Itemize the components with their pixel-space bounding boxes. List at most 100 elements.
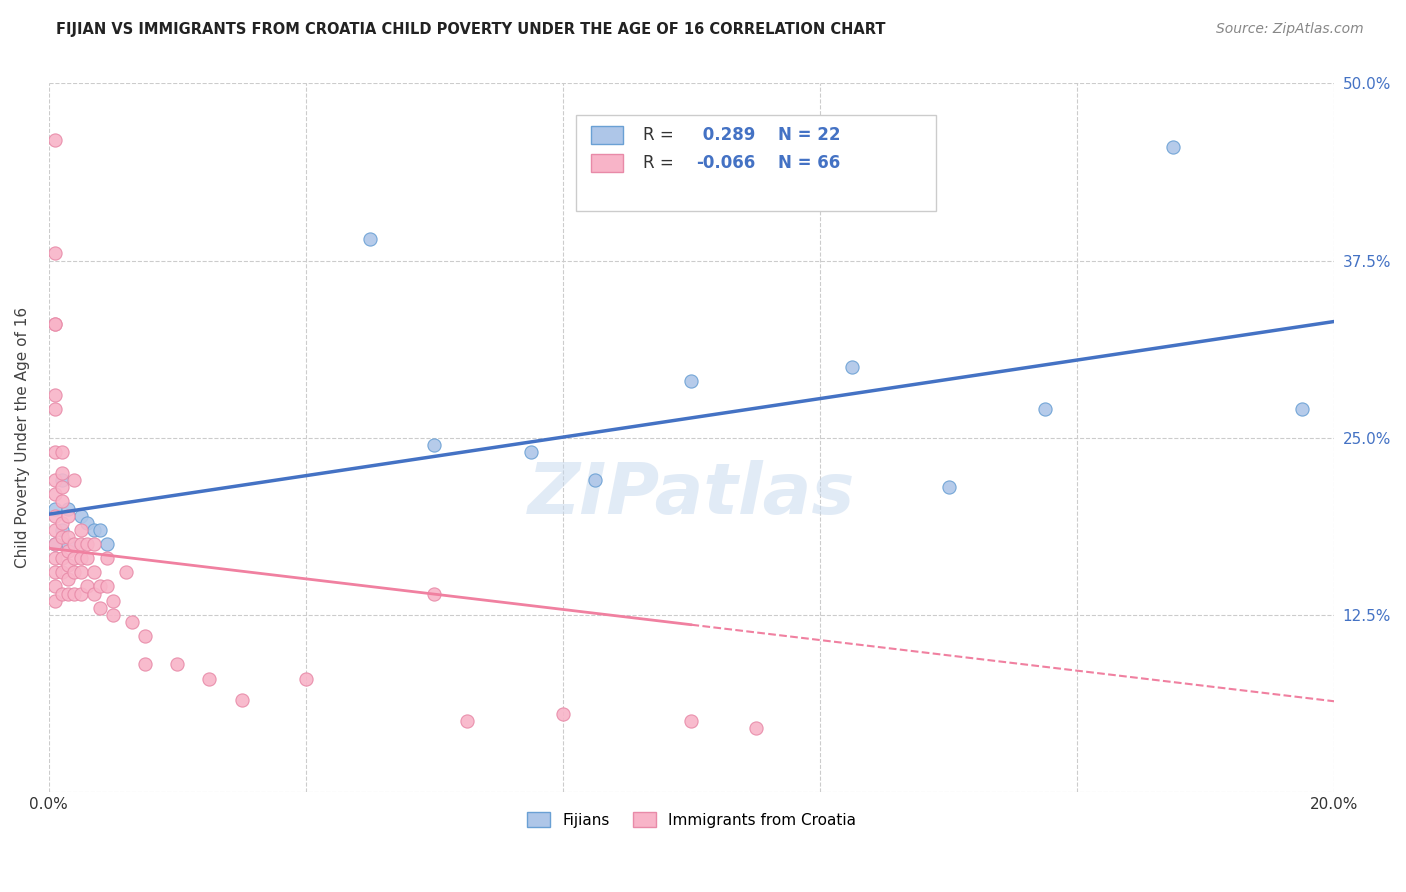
- Text: ZIPatlas: ZIPatlas: [527, 460, 855, 529]
- Point: [101, 607, 124, 622]
- Legend: Fijians, Immigrants from Croatia: Fijians, Immigrants from Croatia: [522, 805, 862, 834]
- Point: [89, 579, 111, 593]
- Point: [63, 551, 86, 566]
- Point: [198, 672, 221, 686]
- Point: [1033, 402, 1056, 417]
- Text: N = 66: N = 66: [778, 154, 839, 172]
- Point: [51, 586, 73, 600]
- Point: [56, 544, 79, 558]
- Point: [51, 466, 73, 480]
- Point: [841, 359, 863, 374]
- Point: [938, 480, 960, 494]
- Point: [44, 388, 66, 402]
- Point: [456, 714, 478, 728]
- Text: FIJIAN VS IMMIGRANTS FROM CROATIA CHILD POVERTY UNDER THE AGE OF 16 CORRELATION : FIJIAN VS IMMIGRANTS FROM CROATIA CHILD …: [56, 22, 886, 37]
- Point: [44, 133, 66, 147]
- Point: [51, 516, 73, 530]
- Point: [89, 600, 111, 615]
- Point: [56, 508, 79, 523]
- Point: [76, 551, 98, 566]
- Point: [63, 473, 86, 487]
- Point: [44, 537, 66, 551]
- Text: R =: R =: [643, 154, 679, 172]
- Text: R =: R =: [643, 126, 679, 144]
- Point: [101, 593, 124, 607]
- Point: [551, 706, 574, 721]
- Point: [51, 530, 73, 544]
- Point: [1291, 402, 1313, 417]
- Point: [70, 523, 93, 537]
- Point: [76, 537, 98, 551]
- Point: [83, 586, 105, 600]
- Point: [44, 473, 66, 487]
- Point: [681, 714, 703, 728]
- Point: [51, 473, 73, 487]
- Point: [44, 508, 66, 523]
- Point: [51, 566, 73, 580]
- Point: [76, 516, 98, 530]
- Point: [134, 657, 156, 672]
- Point: [44, 579, 66, 593]
- Text: Source: ZipAtlas.com: Source: ZipAtlas.com: [1216, 22, 1364, 37]
- Point: [63, 566, 86, 580]
- Bar: [591, 154, 623, 172]
- Point: [96, 537, 118, 551]
- Point: [56, 586, 79, 600]
- Point: [96, 551, 118, 566]
- Y-axis label: Child Poverty Under the Age of 16: Child Poverty Under the Age of 16: [15, 307, 30, 568]
- Point: [681, 374, 703, 388]
- Point: [70, 551, 93, 566]
- Point: [423, 586, 446, 600]
- Point: [70, 508, 93, 523]
- Point: [231, 693, 253, 707]
- Point: [44, 318, 66, 332]
- Point: [776, 190, 799, 204]
- Point: [359, 232, 381, 246]
- Point: [70, 586, 93, 600]
- Point: [121, 615, 143, 629]
- Point: [51, 445, 73, 459]
- Point: [96, 579, 118, 593]
- Point: [63, 586, 86, 600]
- Point: [134, 629, 156, 643]
- Point: [56, 558, 79, 573]
- Point: [89, 523, 111, 537]
- Point: [745, 721, 768, 735]
- Point: [51, 551, 73, 566]
- Point: [83, 566, 105, 580]
- Point: [295, 672, 318, 686]
- Point: [44, 445, 66, 459]
- Point: [44, 487, 66, 501]
- Point: [56, 537, 79, 551]
- Point: [51, 480, 73, 494]
- Bar: [591, 126, 623, 144]
- Text: 0.289: 0.289: [696, 126, 755, 144]
- Point: [76, 579, 98, 593]
- Point: [44, 551, 66, 566]
- Point: [51, 523, 73, 537]
- Point: [70, 566, 93, 580]
- Point: [44, 402, 66, 417]
- Point: [56, 573, 79, 587]
- Point: [115, 566, 138, 580]
- Point: [423, 438, 446, 452]
- Point: [44, 246, 66, 260]
- Point: [44, 593, 66, 607]
- FancyBboxPatch shape: [576, 115, 935, 211]
- Point: [520, 445, 543, 459]
- Point: [83, 537, 105, 551]
- Point: [583, 473, 606, 487]
- Point: [56, 530, 79, 544]
- Point: [70, 537, 93, 551]
- Point: [44, 537, 66, 551]
- Text: -0.066: -0.066: [696, 154, 756, 172]
- Text: N = 22: N = 22: [778, 126, 839, 144]
- Point: [44, 501, 66, 516]
- Point: [83, 523, 105, 537]
- Point: [63, 537, 86, 551]
- Point: [44, 566, 66, 580]
- Point: [44, 523, 66, 537]
- Point: [1163, 140, 1185, 154]
- Point: [44, 318, 66, 332]
- Point: [56, 501, 79, 516]
